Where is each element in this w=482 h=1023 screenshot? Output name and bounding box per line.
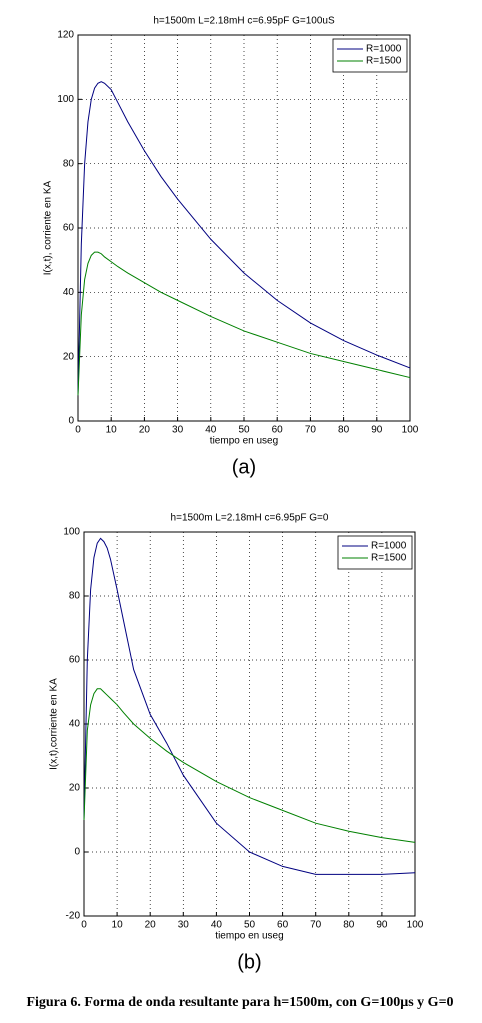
x-tick-label: 100 [407,920,424,931]
y-tick-label: 20 [63,351,75,362]
y-axis-label: I(x,t), corriente en KA [43,180,54,275]
y-tick-label: 100 [57,94,74,105]
x-tick-label: 70 [305,425,317,436]
figure-caption: Figura 6. Forma de onda resultante para … [26,995,453,1010]
series-line [83,688,416,843]
x-tick-label: 0 [81,920,87,931]
y-tick-label: 80 [69,591,81,602]
series-line [77,251,411,396]
y-tick-label: 0 [74,847,80,858]
legend-label: R=1000 [366,44,402,55]
x-tick-label: 20 [139,425,151,436]
y-tick-label: 0 [68,416,74,427]
x-tick-label: 10 [112,920,124,931]
x-tick-label: 10 [106,425,118,436]
series-line [83,537,416,875]
chart-title: h=1500m L=2.18mH c=6.95pF G=100uS [153,16,335,27]
y-tick-label: 120 [57,30,74,41]
legend [332,38,408,73]
x-tick-label: 0 [75,425,81,436]
y-tick-label: -20 [66,911,81,922]
y-tick-label: 60 [69,655,81,666]
y-tick-label: 100 [63,527,80,538]
x-tick-label: 50 [244,920,256,931]
legend [337,535,413,570]
y-axis-label: I(x,t),corriente en KA [49,678,60,770]
x-axis-label: tiempo en useg [215,931,283,942]
x-tick-label: 80 [338,425,350,436]
panel-label: (b) [237,951,261,973]
x-tick-label: 20 [145,920,157,931]
x-tick-label: 100 [402,425,419,436]
chart-title: h=1500m L=2.18mH c=6.95pF G=0 [171,513,329,524]
x-tick-label: 80 [343,920,355,931]
series-line [77,81,411,396]
legend-label: R=1500 [366,56,402,67]
x-tick-label: 40 [205,425,217,436]
legend-label: R=1500 [371,553,407,564]
panel-label: (a) [232,456,256,478]
y-tick-label: 40 [63,287,75,298]
x-tick-label: 90 [371,425,383,436]
x-tick-label: 50 [238,425,250,436]
x-axis-label: tiempo en useg [210,436,278,447]
x-tick-label: 30 [178,920,190,931]
y-tick-label: 40 [69,719,81,730]
x-tick-label: 40 [211,920,223,931]
y-tick-label: 80 [63,158,75,169]
x-tick-label: 60 [272,425,284,436]
x-tick-label: 90 [376,920,388,931]
y-tick-label: 20 [69,783,81,794]
y-tick-label: 60 [63,223,75,234]
x-tick-label: 60 [277,920,289,931]
legend-label: R=1000 [371,541,407,552]
x-tick-label: 70 [310,920,322,931]
x-tick-label: 30 [172,425,184,436]
